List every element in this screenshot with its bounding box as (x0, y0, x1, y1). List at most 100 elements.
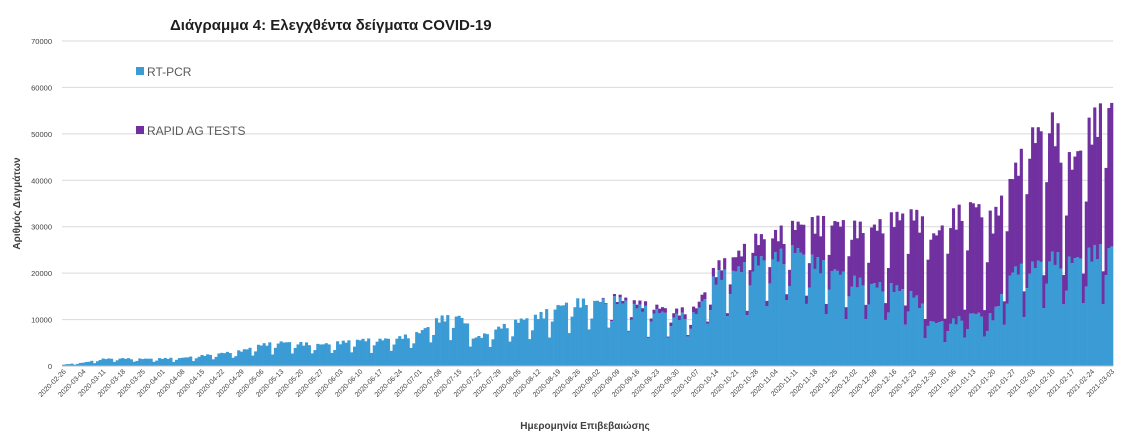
bar-rapid-ag (1008, 178, 1012, 276)
bar-rt-pcr (912, 297, 916, 366)
chart-title: Διάγραμμα 4: Ελεγχθέντα δείγματα COVID-1… (170, 17, 492, 34)
bar-rt-pcr (1016, 274, 1021, 366)
bar-rt-pcr (658, 313, 662, 366)
bar-rapid-ag (830, 225, 834, 272)
bar-rapid-ag (1081, 273, 1086, 304)
bar-rt-pcr (994, 306, 998, 366)
bar-rt-pcr (1096, 259, 1100, 366)
bar-rt-pcr (607, 328, 611, 366)
bar-rapid-ag (889, 212, 893, 284)
bar-rt-pcr (446, 315, 450, 366)
bar-rapid-ag (1090, 144, 1094, 262)
bar-rt-pcr (214, 356, 218, 366)
bar-rt-pcr (242, 349, 246, 366)
bar-rt-pcr (398, 336, 402, 366)
bar-rapid-ag (802, 224, 806, 255)
bar-rapid-ag (1096, 136, 1100, 260)
bar-rt-pcr (211, 359, 215, 366)
bar-rapid-ag (867, 262, 871, 305)
bar-rt-pcr (533, 314, 537, 366)
bar-rapid-ag (1042, 275, 1046, 309)
bar-rt-pcr (847, 296, 851, 366)
bar-rt-pcr (635, 308, 639, 366)
bar-rt-pcr (807, 287, 811, 366)
bar-rt-pcr (536, 318, 540, 366)
bar-rt-pcr (1014, 266, 1018, 366)
bar-rapid-ag (708, 304, 713, 311)
bar-rt-pcr (886, 312, 891, 366)
bar-rt-pcr (358, 340, 362, 366)
bar-rapid-ag (624, 297, 628, 301)
bar-rt-pcr (158, 358, 162, 366)
bar-rt-pcr (429, 342, 433, 366)
bar-rt-pcr (409, 347, 413, 366)
bar-rapid-ag (754, 233, 758, 257)
bar-rt-pcr (282, 342, 286, 366)
bar-rt-pcr (584, 304, 588, 366)
bar-rapid-ag (1067, 152, 1071, 257)
bar-rt-pcr (67, 364, 71, 366)
bar-rapid-ag (768, 267, 772, 284)
bar-rt-pcr (426, 327, 430, 366)
bar-rapid-ag (621, 300, 625, 304)
bar-rapid-ag (920, 216, 925, 304)
bar-rt-pcr (754, 256, 758, 366)
bar-rt-pcr (395, 338, 399, 366)
bar-rt-pcr (838, 274, 843, 366)
bar-rt-pcr (870, 284, 874, 366)
bar-rt-pcr (542, 318, 546, 366)
bar-rt-pcr (1042, 308, 1046, 366)
bar-rt-pcr (943, 342, 947, 366)
bar-rt-pcr (604, 304, 608, 366)
bar-rt-pcr (177, 358, 181, 366)
bar-rapid-ag (833, 221, 837, 270)
bar-rapid-ag (686, 335, 690, 337)
bar-rt-pcr (149, 358, 153, 366)
bar-rt-pcr (135, 360, 139, 366)
bar-rt-pcr (740, 272, 744, 366)
bar-rt-pcr (821, 260, 826, 366)
bar-rt-pcr (90, 360, 94, 366)
bar-rapid-ag (988, 210, 992, 313)
bar-rt-pcr (864, 319, 868, 366)
bar-rapid-ag (1101, 271, 1105, 305)
bar-rt-pcr (751, 271, 755, 366)
bar-rt-pcr (437, 322, 441, 366)
bar-rt-pcr (511, 336, 515, 366)
bar-rapid-ag (906, 253, 910, 312)
bar-rt-pcr (799, 252, 803, 366)
bar-rapid-ag (966, 250, 970, 330)
bar-rt-pcr (271, 354, 275, 366)
bar-rapid-ag (669, 322, 673, 327)
bar-rt-pcr (983, 336, 987, 366)
bar-rapid-ag (1053, 146, 1057, 265)
bar-rt-pcr (488, 346, 492, 366)
bar-rt-pcr (347, 340, 351, 366)
bar-rt-pcr (920, 303, 925, 366)
bar-rt-pcr (988, 312, 992, 366)
bar-rapid-ag (1050, 112, 1054, 252)
bar-rapid-ag (779, 225, 783, 249)
bar-rt-pcr (977, 312, 981, 366)
bar-rapid-ag (946, 253, 950, 332)
bar-rt-pcr (855, 287, 860, 366)
bar-rt-pcr (412, 343, 416, 366)
bar-rapid-ag (1084, 201, 1088, 287)
y-tick-label: 60000 (31, 83, 52, 92)
bar-rt-pcr (717, 270, 721, 366)
bar-rapid-ag (991, 233, 995, 321)
bar-rt-pcr (330, 352, 334, 366)
bar-rapid-ag (875, 230, 879, 288)
bar-rt-pcr (129, 359, 133, 366)
bar-rapid-ag (847, 256, 851, 297)
bar-rt-pcr (477, 335, 481, 366)
legend-swatch-rapid-ag (136, 126, 144, 134)
bar-rt-pcr (793, 252, 797, 366)
bar-rt-pcr (725, 316, 730, 366)
bar-rt-pcr (194, 358, 198, 366)
y-tick-label: 70000 (31, 37, 52, 46)
bar-rapid-ag (954, 229, 958, 325)
bar-rapid-ag (824, 303, 828, 315)
bar-rt-pcr (519, 318, 523, 366)
bar-rt-pcr (898, 291, 902, 366)
